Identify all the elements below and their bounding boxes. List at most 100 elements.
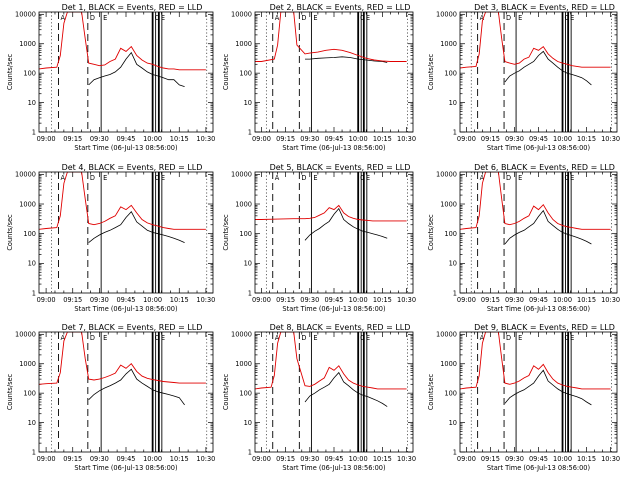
event-marker-label: C [155,174,160,182]
x-tick-label: 10:00 [143,455,162,463]
x-tick-label: 09:45 [116,135,135,143]
x-tick-label: 10:30 [397,296,416,304]
panel-title: Det 6, BLACK = Events, RED = LLD [474,163,615,172]
events-series-line [304,371,388,407]
x-tick-label: 09:00 [37,296,56,304]
y-tick-label: 10 [449,260,457,268]
x-tick-label: 09:45 [529,296,548,304]
x-tick-label: 10:00 [349,455,368,463]
y-tick-label: 10 [28,99,36,107]
y-tick-label: 1 [32,128,36,136]
event-marker-label: D [90,174,95,182]
series-group [460,12,611,86]
y-tick-label: 10000 [231,171,252,179]
y-tick-label: 1 [453,289,457,297]
event-marker-label: E [366,334,370,342]
x-tick-label: 10:15 [170,135,189,143]
event-marker-label: A [275,14,280,22]
x-tick-label: 09:30 [90,455,109,463]
event-marker-label: D [301,14,306,22]
y-tick-label: 100 [23,69,36,77]
x-tick-label: 10:15 [170,455,189,463]
panel-title: Det 8, BLACK = Events, RED = LLD [270,323,411,332]
event-marker-label: C [360,334,365,342]
x-tick-label: 09:45 [116,296,135,304]
event-marker-label: E [518,174,522,182]
series-group [460,332,611,406]
x-tick-label: 09:00 [457,135,476,143]
y-tick-label: 1000 [19,40,36,48]
x-axis-label: Start Time (06-Jul-13 08:56:00) [74,305,177,313]
y-tick-label: 1000 [19,200,36,208]
y-tick-label: 100 [23,230,36,238]
y-tick-label: 1000 [235,200,252,208]
lld-series-line [460,172,611,230]
y-axis-label: Counts/sec [6,373,14,410]
x-tick-label: 10:00 [553,296,572,304]
y-tick-label: 10 [449,419,457,427]
y-tick-label: 1 [453,128,457,136]
x-axis-label: Start Time (06-Jul-13 08:56:00) [282,144,385,152]
x-tick-label: 09:30 [300,135,319,143]
series-group [255,204,407,241]
x-tick-label: 10:30 [397,135,416,143]
event-marker-label: C [155,334,160,342]
y-axis-label: Counts/sec [222,53,230,90]
event-marker-label: C [155,14,160,22]
x-tick-label: 09:15 [276,296,295,304]
event-marker-label: E [570,334,574,342]
x-tick-label: 09:30 [505,455,524,463]
series-group [39,172,206,243]
y-tick-label: 10 [244,419,252,427]
y-tick-label: 100 [444,230,457,238]
panel-title: Det 2, BLACK = Events, RED = LLD [270,3,411,12]
series-group [39,332,206,406]
panel-title: Det 3, BLACK = Events, RED = LLD [474,3,615,12]
y-axis-label: Counts/sec [427,373,435,410]
event-marker-label: D [90,14,95,22]
x-tick-label: 10:30 [397,455,416,463]
detector-panel: Det 4, BLACK = Events, RED = LLD Counts/s… [6,163,215,313]
detector-panel: Det 5, BLACK = Events, RED = LLD Counts/s… [222,163,416,313]
x-tick-label: 10:15 [373,455,392,463]
event-marker-label: A [480,334,485,342]
series-group [39,12,206,87]
x-tick-label: 09:15 [276,135,295,143]
lld-series-line [255,12,407,62]
event-marker-label: A [61,174,66,182]
y-tick-label: 1000 [440,360,457,368]
event-marker-label: A [275,334,280,342]
events-series-line [88,211,185,243]
event-marker-label: E [366,14,370,22]
y-tick-label: 1000 [440,200,457,208]
x-tick-label: 09:00 [252,135,271,143]
event-marker-label: A [480,14,485,22]
x-tick-label: 09:30 [300,455,319,463]
y-tick-label: 10 [28,419,36,427]
detector-panel: Det 3, BLACK = Events, RED = LLD Counts/s… [427,3,620,152]
plot-frame [38,331,214,453]
y-tick-label: 10000 [436,171,457,179]
y-tick-label: 1000 [235,40,252,48]
x-tick-label: 10:30 [196,296,215,304]
x-tick-label: 10:00 [553,455,572,463]
x-tick-label: 09:45 [324,135,343,143]
x-axis-label: Start Time (06-Jul-13 08:56:00) [282,464,385,472]
x-tick-label: 10:30 [601,296,620,304]
event-marker-label: A [61,334,66,342]
y-tick-label: 100 [239,69,252,77]
x-tick-label: 09:45 [529,135,548,143]
y-tick-label: 10000 [231,331,252,339]
x-tick-label: 09:00 [457,455,476,463]
panel-title: Det 7, BLACK = Events, RED = LLD [62,323,203,332]
events-series-line [504,369,592,406]
x-tick-label: 09:15 [481,135,500,143]
event-marker-label: A [61,14,66,22]
panel-title: Det 9, BLACK = Events, RED = LLD [474,323,615,332]
x-tick-label: 09:15 [63,455,82,463]
event-marker-label: E [161,334,165,342]
x-tick-label: 09:00 [252,455,271,463]
x-tick-label: 09:30 [90,135,109,143]
